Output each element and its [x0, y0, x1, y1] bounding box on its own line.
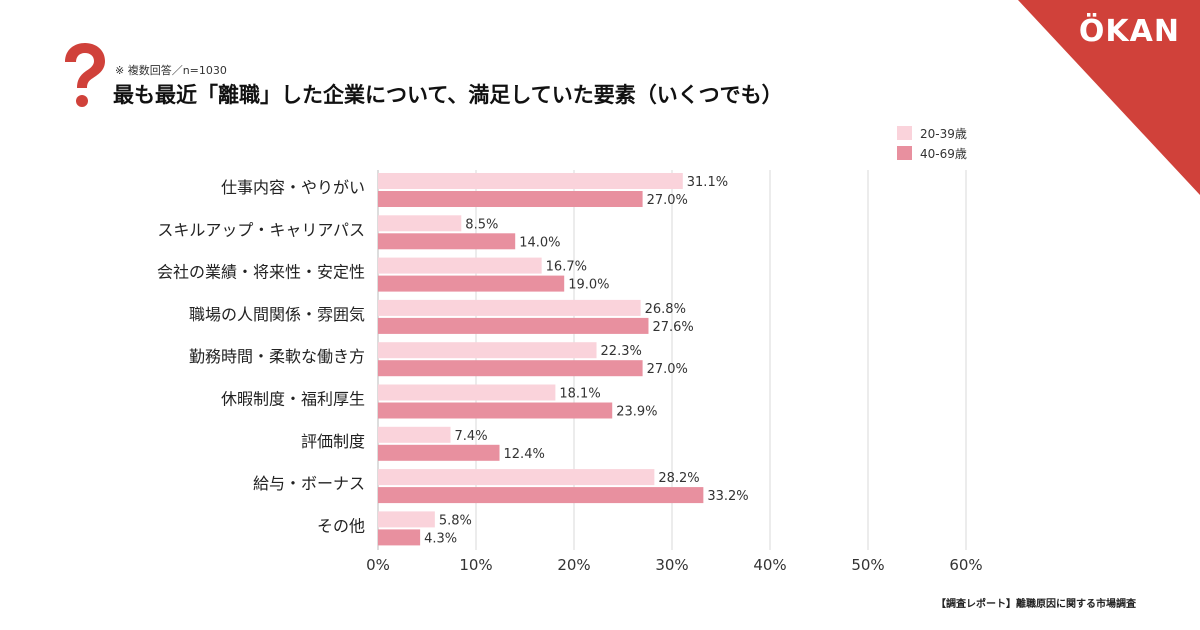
sample-note: ※ 複数回答／n=1030 — [115, 64, 227, 77]
bar — [378, 257, 542, 274]
data-label: 23.9% — [616, 405, 657, 420]
data-label: 8.5% — [465, 217, 498, 232]
data-label: 7.4% — [455, 429, 488, 444]
legend-label-20-39: 20-39歳 — [920, 126, 967, 141]
bar — [378, 173, 683, 189]
data-label: 19.0% — [568, 278, 609, 293]
data-label: 16.7% — [546, 260, 587, 275]
bar — [378, 275, 565, 292]
legend-swatch-20-39 — [897, 126, 912, 140]
bar — [378, 299, 641, 316]
category-label: スキルアップ・キャリアパス — [157, 220, 365, 239]
x-tick-label: 0% — [366, 556, 390, 574]
category-label: 給与・ボーナス — [253, 474, 365, 493]
data-label: 22.3% — [601, 344, 642, 359]
legend-swatch-40-69 — [897, 146, 912, 160]
bar — [378, 426, 451, 443]
x-tick-label: 20% — [557, 556, 590, 574]
data-label: 28.2% — [658, 471, 699, 486]
logo-text: ÖKAN — [1078, 14, 1180, 49]
bar — [378, 191, 643, 207]
bar — [378, 469, 655, 486]
category-label: 勤務時間・柔軟な働き方 — [189, 347, 365, 366]
data-label: 26.8% — [645, 302, 686, 317]
bar — [378, 511, 435, 528]
data-label: 31.1% — [687, 175, 728, 190]
data-label: 18.1% — [559, 387, 600, 402]
chart-title: 最も最近「離職」した企業について、満足していた要素（いくつでも） — [113, 83, 783, 107]
bar — [378, 317, 649, 334]
bar — [378, 342, 597, 359]
category-label: 職場の人間関係・雰囲気 — [189, 305, 365, 324]
legend: 20-39歳 40-69歳 — [897, 123, 967, 163]
bar — [378, 444, 500, 461]
x-tick-label: 50% — [851, 556, 884, 574]
legend-item-20-39: 20-39歳 — [897, 123, 967, 143]
question-mark-icon — [65, 43, 105, 107]
x-tick-label: 30% — [655, 556, 688, 574]
bar — [378, 233, 516, 250]
data-label: 4.3% — [424, 531, 457, 546]
bar — [378, 360, 643, 377]
data-label: 33.2% — [707, 489, 748, 504]
legend-item-40-69: 40-69歳 — [897, 143, 967, 163]
category-label: 仕事内容・やりがい — [221, 178, 365, 197]
x-tick-label: 10% — [459, 556, 492, 574]
okan-logo: ÖKAN — [1079, 14, 1180, 49]
legend-label-40-69: 40-69歳 — [920, 146, 967, 161]
category-label: その他 — [317, 516, 365, 535]
data-label: 14.0% — [519, 235, 560, 250]
bar — [378, 384, 556, 401]
data-label: 27.6% — [652, 320, 693, 335]
category-label: 会社の業績・将来性・安定性 — [157, 263, 365, 282]
bar — [378, 529, 421, 546]
bar — [378, 487, 704, 504]
x-tick-label: 40% — [753, 556, 786, 574]
bar — [378, 215, 462, 232]
category-label: 休暇制度・福利厚生 — [221, 390, 365, 409]
data-label: 27.0% — [647, 193, 688, 208]
data-label: 12.4% — [504, 447, 545, 462]
data-label: 27.0% — [647, 362, 688, 377]
data-label: 5.8% — [439, 513, 472, 528]
category-label: 評価制度 — [301, 432, 365, 451]
x-tick-label: 60% — [949, 556, 982, 574]
source-credit: 【調査レポート】離職原因に関する市場調査 — [936, 599, 1136, 610]
bar — [378, 402, 613, 419]
